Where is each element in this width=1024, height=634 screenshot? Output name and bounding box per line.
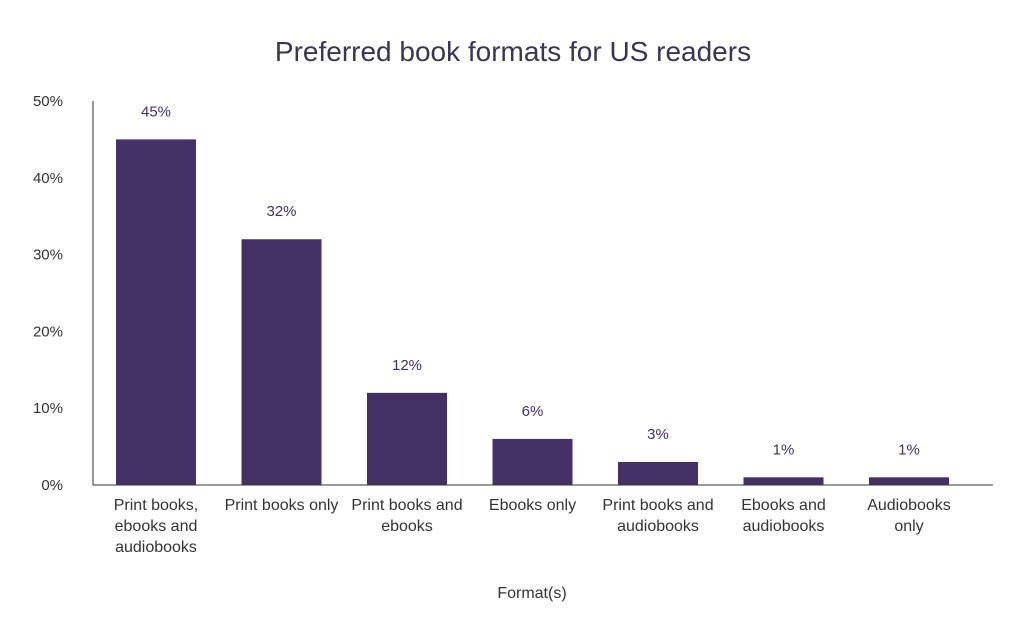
bar-value-label: 45% [141, 103, 171, 120]
bar-value-label: 12% [392, 357, 422, 374]
y-axis-ticks: 0% 10% 20% 30% 40% 50% [33, 93, 63, 494]
category-label: Ebooks and audiobooks [741, 497, 826, 535]
bar [241, 239, 322, 485]
chart-title: Preferred book formats for US readers [275, 36, 751, 67]
bar [618, 461, 698, 485]
category-label: Print books only [225, 497, 339, 514]
y-tick-label: 30% [33, 247, 63, 264]
bar-series [116, 139, 949, 485]
bar [116, 139, 196, 485]
category-label: Audiobooks only [867, 497, 951, 535]
bar [743, 477, 824, 485]
category-label: Print books and ebooks [351, 497, 462, 535]
bar [492, 438, 573, 485]
category-label: Print books, ebooks and audiobooks [114, 497, 198, 556]
category-labels: Print books, ebooks and audiobooks Print bo… [114, 497, 951, 556]
y-tick-label: 10% [33, 400, 63, 417]
bar [367, 392, 447, 485]
category-label: Ebooks only [489, 497, 576, 514]
bar-value-label: 3% [647, 426, 669, 443]
y-tick-label: 40% [33, 170, 63, 187]
x-axis-label: Format(s) [497, 585, 566, 602]
bar-value-label: 1% [898, 441, 920, 458]
bar-value-label: 1% [773, 441, 795, 458]
y-tick-label: 0% [41, 477, 63, 494]
bar-value-label: 32% [266, 203, 296, 220]
bar [869, 477, 949, 485]
category-label: Print books and audiobooks [602, 497, 713, 535]
bar-value-label: 6% [522, 403, 544, 420]
value-labels: 45% 32% 12% 6% 3% 1% 1% [141, 103, 920, 458]
y-tick-label: 50% [33, 93, 63, 110]
y-tick-label: 20% [33, 323, 63, 340]
